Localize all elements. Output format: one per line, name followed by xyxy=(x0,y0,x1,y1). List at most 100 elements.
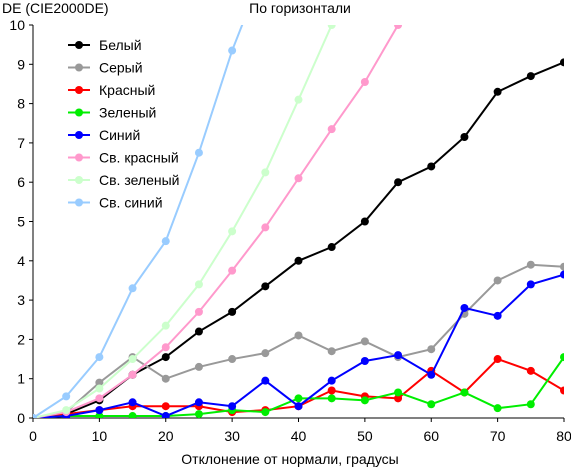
data-point xyxy=(294,256,303,265)
data-point xyxy=(294,174,303,183)
legend-swatch-marker xyxy=(75,86,83,94)
y-tick-label: 10 xyxy=(9,17,25,33)
legend-item: Красный xyxy=(68,82,155,98)
data-point xyxy=(95,353,104,362)
data-point xyxy=(394,178,403,187)
legend-label: Красный xyxy=(99,82,155,98)
legend-item: Серый xyxy=(68,60,143,76)
y-tick-label: 5 xyxy=(17,214,25,230)
x-tick-label: 80 xyxy=(556,428,571,444)
data-point xyxy=(228,266,237,275)
data-point xyxy=(460,303,469,312)
data-point xyxy=(294,394,303,403)
data-point xyxy=(560,58,564,67)
legend-item: Белый xyxy=(68,37,142,53)
data-point xyxy=(327,125,336,134)
x-tick-label: 70 xyxy=(490,428,506,444)
data-point xyxy=(294,402,303,411)
data-point xyxy=(95,406,104,415)
y-tick-label: 1 xyxy=(17,371,25,387)
legend-swatch-marker xyxy=(75,131,83,139)
legend-label: Св. красный xyxy=(99,150,179,166)
legend-swatch-marker xyxy=(75,108,83,117)
data-point xyxy=(62,406,71,415)
data-point xyxy=(161,402,170,411)
data-point xyxy=(95,394,104,403)
x-tick-label: 60 xyxy=(423,428,439,444)
x-tick-label: 20 xyxy=(158,428,174,444)
legend-item: Св. зеленый xyxy=(68,172,179,188)
data-point xyxy=(194,327,203,336)
data-point xyxy=(261,223,270,232)
legend-swatch-marker xyxy=(75,153,83,162)
legend-label: Синий xyxy=(99,127,140,143)
data-point xyxy=(128,370,137,379)
data-point xyxy=(327,386,336,395)
data-point xyxy=(62,392,71,401)
data-point xyxy=(327,394,336,403)
series-line xyxy=(33,25,399,418)
legend-item: Св. красный xyxy=(68,150,179,166)
data-point xyxy=(394,25,403,29)
y-tick-label: 0 xyxy=(17,410,25,426)
data-point xyxy=(194,307,203,316)
series-3 xyxy=(33,353,564,418)
axes: 0 1 2 3 4 5 6 7 8 9 10 0 10 20 30 40 50 60 70 80 xyxy=(9,17,571,444)
data-point xyxy=(261,408,270,417)
data-point xyxy=(194,362,203,371)
y-tick-label: 3 xyxy=(17,292,25,308)
data-point xyxy=(194,148,203,157)
data-point xyxy=(128,284,137,293)
data-point xyxy=(360,396,369,405)
data-point xyxy=(493,355,502,364)
data-point xyxy=(394,394,403,403)
data-point xyxy=(161,321,170,330)
series-line xyxy=(33,25,244,418)
data-point xyxy=(493,87,502,96)
data-point xyxy=(228,307,237,316)
data-point xyxy=(128,355,137,364)
legend-label: Зеленый xyxy=(99,105,156,121)
data-point xyxy=(228,402,237,411)
data-point xyxy=(261,168,270,177)
series-7 xyxy=(33,25,244,418)
series-5 xyxy=(33,25,403,418)
legend-swatch-marker xyxy=(75,63,83,72)
legend-item: Зеленый xyxy=(68,105,156,121)
legend-item: Св. синий xyxy=(68,195,163,211)
data-point xyxy=(526,366,535,375)
data-point xyxy=(161,374,170,383)
data-point xyxy=(95,384,104,393)
x-tick-label: 30 xyxy=(224,428,240,444)
data-point xyxy=(194,410,203,418)
chart-title: По горизонтали xyxy=(249,0,351,16)
legend-label: Белый xyxy=(99,37,142,53)
x-tick-label: 50 xyxy=(357,428,373,444)
series-6 xyxy=(33,25,336,418)
data-point xyxy=(560,270,564,279)
legend-label: Св. зеленый xyxy=(99,172,179,188)
data-point xyxy=(294,331,303,340)
data-point xyxy=(228,46,237,55)
data-point xyxy=(327,347,336,356)
data-point xyxy=(526,280,535,289)
y-axis-label: DE (CIE2000DE) xyxy=(2,0,109,16)
legend-item: Синий xyxy=(68,127,140,143)
data-point xyxy=(261,282,270,291)
data-point xyxy=(526,400,535,409)
data-point xyxy=(327,243,336,252)
data-point xyxy=(493,404,502,413)
data-point xyxy=(327,376,336,385)
data-point xyxy=(327,25,336,29)
legend-swatch-marker xyxy=(75,176,83,184)
data-point xyxy=(526,72,535,81)
data-point xyxy=(360,77,369,86)
y-tick-label: 2 xyxy=(17,331,25,347)
legend-swatch-marker xyxy=(75,198,83,207)
x-tick-label: 10 xyxy=(92,428,108,444)
data-point xyxy=(194,280,203,289)
data-point xyxy=(360,337,369,346)
data-point xyxy=(194,398,203,407)
x-axis-label: Отклонение от нормали, градусы xyxy=(181,451,398,467)
